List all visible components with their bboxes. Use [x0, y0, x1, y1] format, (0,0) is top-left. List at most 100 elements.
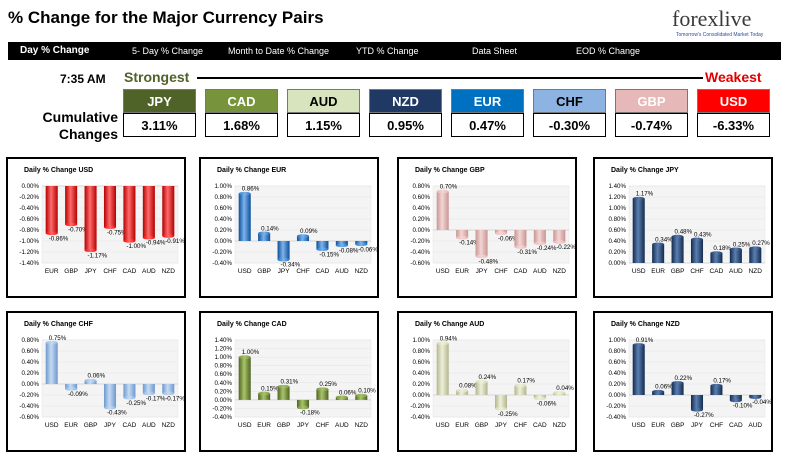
y-tick-label: 0.60%	[608, 359, 626, 366]
x-tick-label: CHF	[710, 422, 723, 429]
weakest-label: Weakest	[705, 69, 762, 85]
y-tick-label: 0.20%	[412, 216, 430, 223]
nav-5-day-change[interactable]: 5- Day % Change	[132, 46, 204, 56]
y-tick-label: -0.60%	[410, 260, 430, 267]
y-tick-label: -0.40%	[410, 414, 430, 421]
bar-aud	[533, 230, 546, 244]
data-label: -1.17%	[88, 252, 108, 259]
currency-name: CAD	[205, 89, 278, 113]
bar-chart: Daily % Change CAD1.40%1.20%1.00%0.80%0.…	[212, 321, 376, 429]
currency-cumulative-value: 0.95%	[369, 113, 442, 137]
bar-cap	[729, 398, 742, 403]
x-tick-label: AUD	[748, 422, 762, 429]
x-tick-label: CAD	[710, 268, 724, 275]
y-tick-label: -0.20%	[19, 194, 39, 201]
x-tick-label: NZD	[355, 422, 369, 429]
bar-cap	[258, 231, 271, 236]
x-tick-label: JPY	[278, 268, 291, 275]
y-tick-label: -0.60%	[19, 414, 39, 421]
bar-cap	[103, 405, 117, 410]
bar-cap	[162, 391, 175, 396]
y-tick-label: -0.20%	[410, 238, 430, 245]
nav-data-sheet[interactable]: Data Sheet	[472, 46, 518, 56]
y-tick-label: 0.40%	[214, 380, 232, 387]
currency-cumulative-value: 3.11%	[123, 113, 196, 137]
plot-area	[234, 185, 372, 264]
bar-aud	[142, 186, 155, 238]
data-label: 0.06%	[655, 384, 673, 391]
x-tick-label: AUD	[142, 422, 156, 429]
x-tick-label: EUR	[651, 422, 665, 429]
bar-cap	[277, 257, 290, 262]
data-label: 0.17%	[713, 378, 731, 385]
x-tick-label: EUR	[455, 268, 469, 275]
bar-eur	[45, 186, 58, 234]
chart-panel-nzd: Daily % Change NZD 1.00% 0.80% 0.60% 0.40% 0.…	[593, 311, 773, 452]
x-tick-label: NZD	[355, 268, 369, 275]
bar-cad	[316, 241, 329, 250]
data-label: -0.09%	[68, 391, 88, 398]
x-tick-label: NZD	[553, 268, 567, 275]
data-label: -0.06%	[537, 400, 557, 407]
y-tick-label: 0.40%	[608, 238, 626, 245]
x-tick-label: NZD	[553, 422, 567, 429]
bar-cap	[65, 222, 78, 227]
y-tick-label: 1.00%	[608, 205, 626, 212]
data-label: -0.86%	[49, 235, 69, 242]
currency-cumulative-value: -6.33%	[697, 113, 770, 137]
currency-name: CHF	[533, 89, 606, 113]
bar-chart: Daily % Change EUR 1.00% 0.80% 0.60% 0.40% 0.…	[212, 167, 377, 275]
bar-chf	[316, 389, 329, 400]
bar-cap	[514, 245, 527, 249]
data-label: 0.24%	[479, 374, 497, 381]
bar-jpy	[475, 230, 488, 257]
x-tick-label: GBP	[671, 422, 685, 429]
y-tick-label: -0.40%	[212, 414, 232, 421]
data-label: -0.15%	[319, 251, 339, 258]
y-tick-label: 1.00%	[214, 354, 232, 361]
bar-cap	[533, 241, 546, 245]
x-tick-label: GBP	[257, 268, 271, 275]
y-tick-label: 0.20%	[608, 381, 626, 388]
bar-cap	[123, 395, 136, 400]
x-tick-label: CAD	[316, 268, 330, 275]
data-label: 0.91%	[636, 337, 654, 344]
bar-cap	[84, 378, 97, 383]
bar-cap	[45, 231, 58, 236]
bar-cap	[475, 254, 488, 259]
bar-chf	[296, 236, 310, 241]
currency-box-usd: USD -6.33%	[697, 89, 770, 137]
bar-cap	[335, 243, 348, 248]
currency-cumulative-value: 1.15%	[287, 113, 360, 137]
currency-box-eur: EUR 0.47%	[451, 89, 524, 137]
nav-eod-change[interactable]: EOD % Change	[576, 46, 641, 56]
x-tick-label: AUD	[142, 268, 156, 275]
data-label: 0.25%	[319, 381, 337, 388]
bar-cap	[690, 408, 704, 412]
bar-cap	[749, 246, 762, 250]
bar-chart: Daily % Change AUD 1.00% 0.80% 0.60% 0.40% 0.…	[410, 321, 574, 429]
y-tick-label: -0.20%	[410, 403, 430, 410]
data-label: -0.75%	[107, 229, 127, 236]
bar-cap	[277, 384, 290, 389]
nav-ytd-change[interactable]: YTD % Change	[356, 46, 419, 56]
x-tick-label: CHF	[316, 422, 329, 429]
bar-usd	[436, 343, 449, 395]
forexlive-logo[interactable]: forexlive Tomorrow's Consolidated Market…	[672, 6, 780, 38]
x-tick-label: JPY	[85, 268, 98, 275]
bar-cap	[652, 389, 665, 394]
chart-title: Daily % Change CHF	[24, 321, 94, 328]
nav-month-to-date-change[interactable]: Month to Date % Change	[228, 46, 330, 56]
y-tick-label: 1.40%	[608, 183, 626, 190]
data-label: -1.00%	[126, 243, 146, 250]
nav-day-change[interactable]: Day % Change	[20, 45, 90, 56]
y-tick-label: 0.80%	[21, 337, 39, 344]
logo-tagline: Tomorrow's Consolidated Market Today	[676, 32, 764, 38]
data-label: 0.06%	[339, 389, 357, 396]
x-tick-label: USD	[632, 268, 646, 275]
currency-box-cad: CAD 1.68%	[205, 89, 278, 137]
chart-panel-aud: Daily % Change AUD 1.00% 0.80% 0.60% 0.40% 0.…	[397, 311, 577, 452]
bar-aud	[729, 249, 742, 263]
bar-nzd	[553, 230, 566, 243]
y-tick-label: 0.40%	[412, 370, 430, 377]
